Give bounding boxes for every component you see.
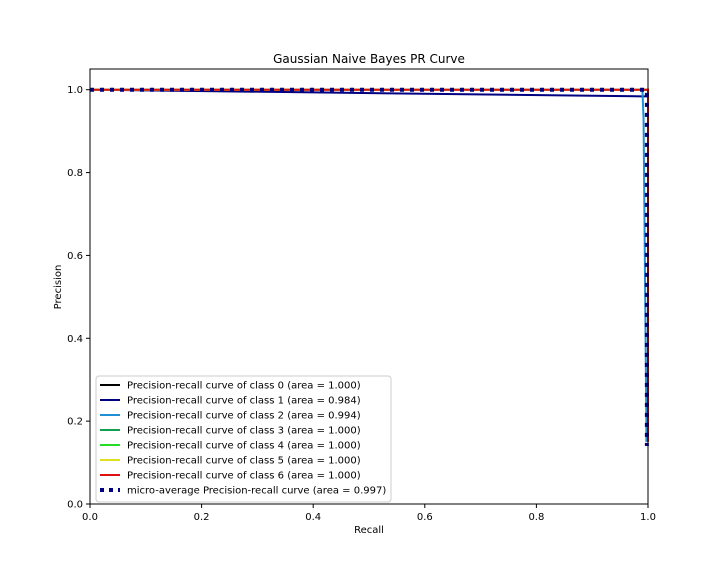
x-tick-label: 0.8 (528, 512, 544, 523)
legend-entry: Precision-recall curve of class 4 (area … (127, 441, 361, 452)
x-tick-label: 0.4 (305, 512, 321, 523)
legend-entry: Precision-recall curve of class 3 (area … (127, 426, 361, 437)
y-tick-label: 0.8 (67, 168, 83, 179)
plot-frame (89, 68, 649, 505)
legend-entry: Precision-recall curve of class 1 (area … (127, 396, 361, 407)
legend-entry: micro-average Precision-recall curve (ar… (127, 486, 386, 497)
y-tick-label: 0.2 (67, 417, 83, 428)
legend: Precision-recall curve of class 0 (area … (95, 375, 392, 503)
chart-title: Gaussian Naive Bayes PR Curve (273, 52, 465, 66)
legend-entry: Precision-recall curve of class 6 (area … (127, 471, 361, 482)
x-tick-label: 0.0 (82, 512, 98, 523)
legend-entry: Precision-recall curve of class 5 (area … (127, 456, 361, 467)
y-axis: 0.0 0.2 0.4 0.6 0.8 1.0 (67, 85, 90, 511)
x-axis: 0.0 0.2 0.4 0.6 0.8 1.0 (82, 504, 656, 523)
y-tick-label: 0.0 (67, 500, 83, 511)
legend-entry: Precision-recall curve of class 0 (area … (127, 381, 361, 392)
y-tick-label: 0.6 (67, 251, 83, 262)
y-tick-label: 0.4 (67, 334, 83, 345)
legend-box (95, 375, 392, 503)
x-tick-label: 1.0 (640, 512, 656, 523)
y-axis-label: Precision (53, 265, 64, 310)
x-tick-label: 0.2 (194, 512, 210, 523)
legend-entry: Precision-recall curve of class 2 (area … (127, 411, 361, 422)
y-tick-label: 1.0 (67, 85, 83, 96)
x-tick-label: 0.6 (417, 512, 433, 523)
x-axis-label: Recall (354, 525, 384, 536)
